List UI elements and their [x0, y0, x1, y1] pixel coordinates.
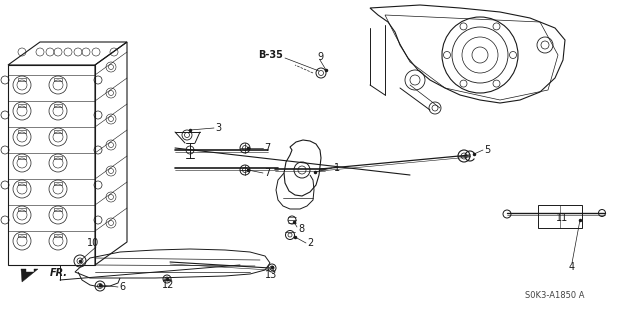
Text: 7: 7 [264, 143, 270, 153]
Text: FR.: FR. [50, 268, 68, 278]
Polygon shape [21, 269, 38, 282]
Text: 6: 6 [119, 282, 125, 292]
Text: 10: 10 [87, 238, 99, 248]
Text: 4: 4 [569, 262, 575, 272]
Text: 8: 8 [298, 224, 304, 234]
Text: 5: 5 [484, 145, 490, 155]
Text: 1: 1 [334, 163, 340, 173]
Text: 3: 3 [215, 123, 221, 133]
Text: S0K3-A1850 A: S0K3-A1850 A [525, 291, 585, 300]
Text: 11: 11 [556, 213, 568, 223]
Text: B-35: B-35 [258, 50, 283, 60]
Text: 7: 7 [264, 168, 270, 178]
Text: 12: 12 [162, 280, 174, 290]
Text: 2: 2 [307, 238, 313, 248]
Text: 13: 13 [265, 270, 277, 280]
Text: 9: 9 [317, 52, 323, 62]
